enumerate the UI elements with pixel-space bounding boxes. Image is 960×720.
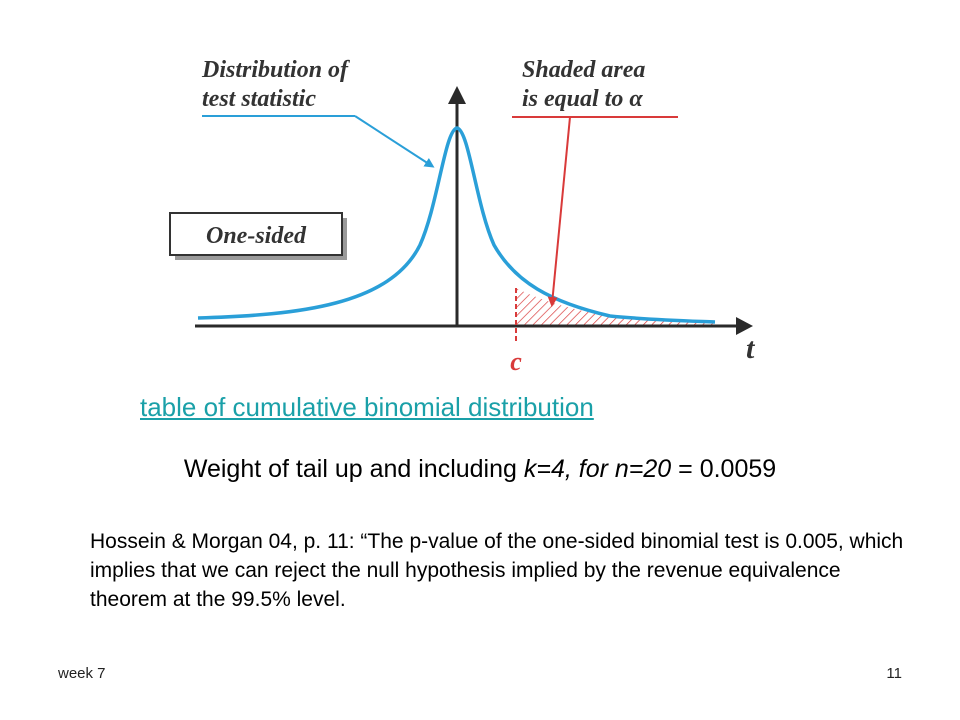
test-statistic-diagram: Distribution of test statistic Shaded ar… (169, 57, 756, 376)
distribution-label-line1: Distribution of (201, 57, 350, 83)
shaded-label-line1: Shaded area (522, 57, 645, 83)
tail-prefix: Weight of tail up and including (183, 455, 524, 483)
shaded-label-line2: is equal to α (522, 86, 643, 112)
tail-value: = 0.0059 (671, 455, 777, 483)
footer-page-number: 11 (886, 665, 902, 682)
shaded-leader-arrow (547, 116, 571, 307)
tail-k-n: k=4, for n=20 (523, 455, 672, 483)
c-label: c (510, 347, 522, 376)
one-sided-box (169, 212, 343, 256)
footer-week: week 7 (58, 665, 106, 682)
distribution-label-line2: test statistic (202, 86, 316, 112)
binomial-table-link[interactable]: table of cumulative binomial distributio… (140, 392, 594, 422)
citation-quote: Hossein & Morgan 04, p. 11: “The p-value… (90, 530, 904, 611)
distribution-leader-arrow (354, 115, 435, 168)
distribution-curve (197, 126, 716, 324)
shaded-tail-area (516, 288, 715, 326)
one-sided-label: One-sided (206, 223, 307, 249)
tail-weight-statement: Weight of tail up and including k=4, for… (0, 455, 960, 484)
vertical-axis-arrowhead (448, 86, 466, 104)
t-axis-arrowhead (736, 317, 753, 335)
t-axis-label: t (746, 332, 756, 365)
